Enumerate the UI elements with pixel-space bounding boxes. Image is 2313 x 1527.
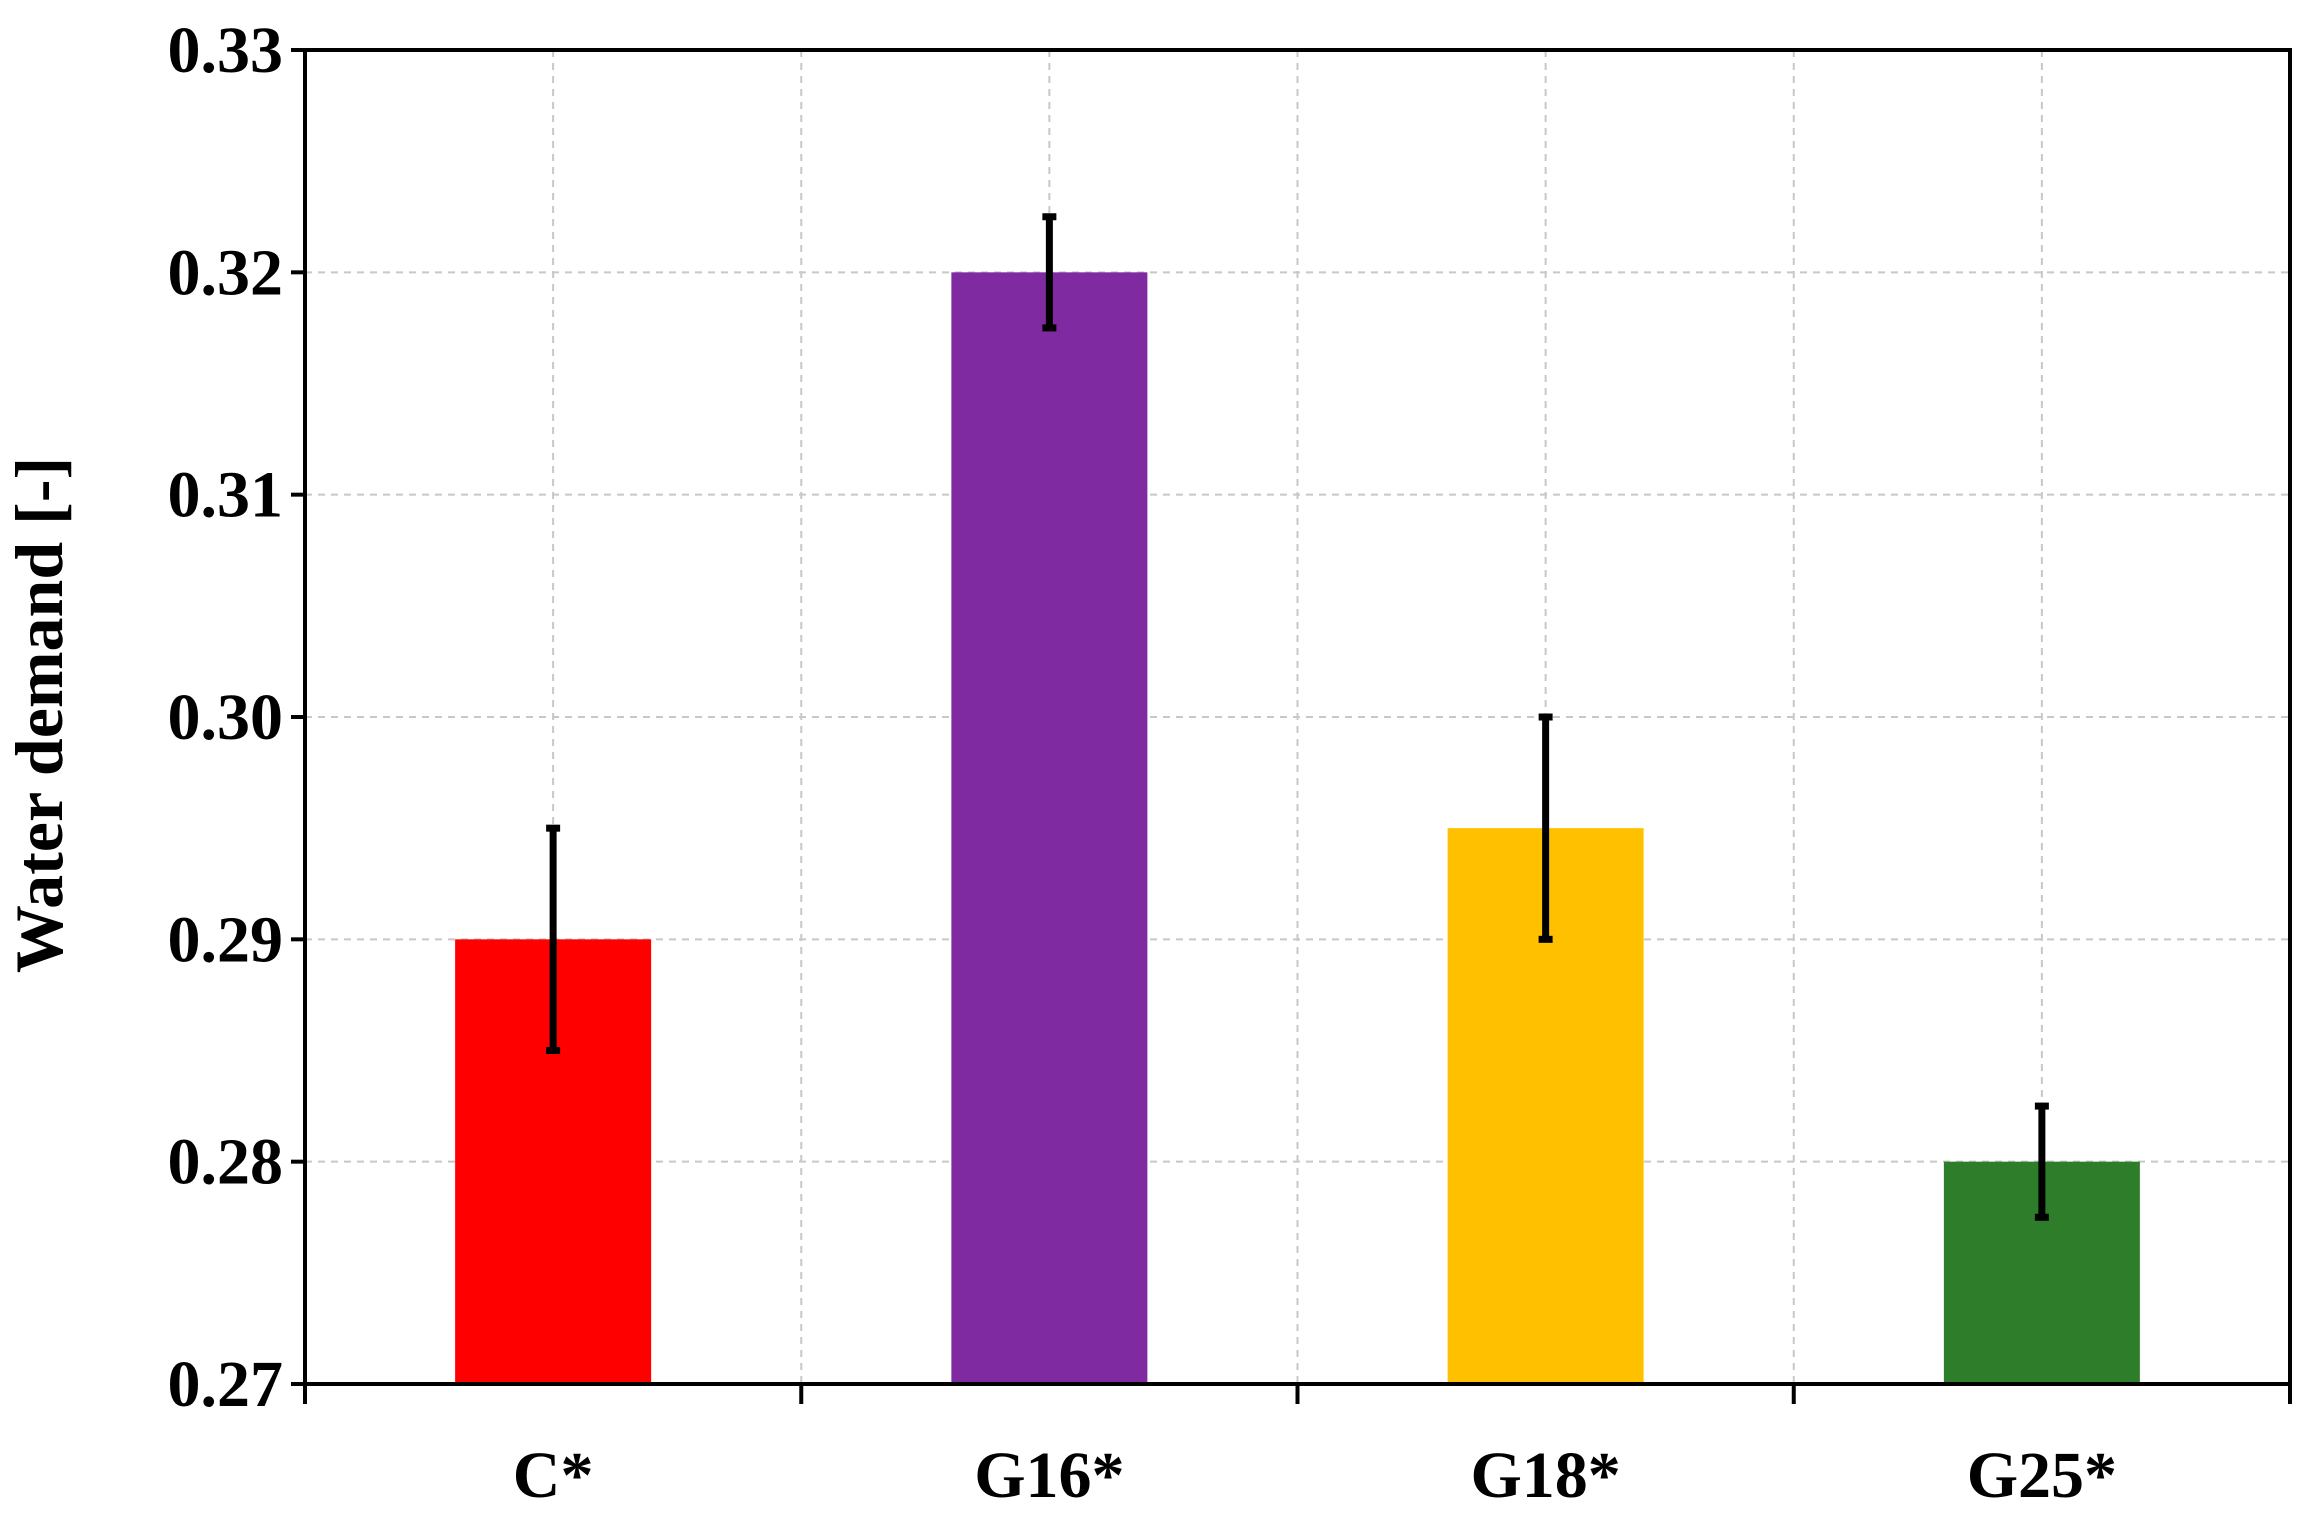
bar-g16 [951, 272, 1148, 1384]
y-tick-label: 0.30 [168, 681, 284, 754]
x-tick-label: G18* [1470, 1439, 1620, 1512]
x-tick-label: C* [513, 1439, 594, 1512]
y-tick-label: 0.28 [168, 1126, 284, 1199]
y-tick-label: 0.29 [168, 903, 284, 976]
bars [455, 272, 2140, 1384]
axes [291, 48, 2292, 1404]
y-tick-label: 0.27 [168, 1348, 284, 1421]
tick-labels: C* G16* G18* G25* 0.27 0.28 0.29 0.30 0.31 0.32 0.… [168, 14, 2118, 1512]
y-tick-label: 0.31 [168, 459, 284, 532]
x-tick-label: G16* [974, 1439, 1124, 1512]
y-axis-title: Water demand [-] [1, 457, 77, 973]
y-tick-label: 0.33 [168, 14, 284, 87]
y-tick-label: 0.32 [168, 236, 284, 309]
x-tick-label: G25* [1967, 1439, 2117, 1512]
error-bars [546, 213, 2049, 1221]
